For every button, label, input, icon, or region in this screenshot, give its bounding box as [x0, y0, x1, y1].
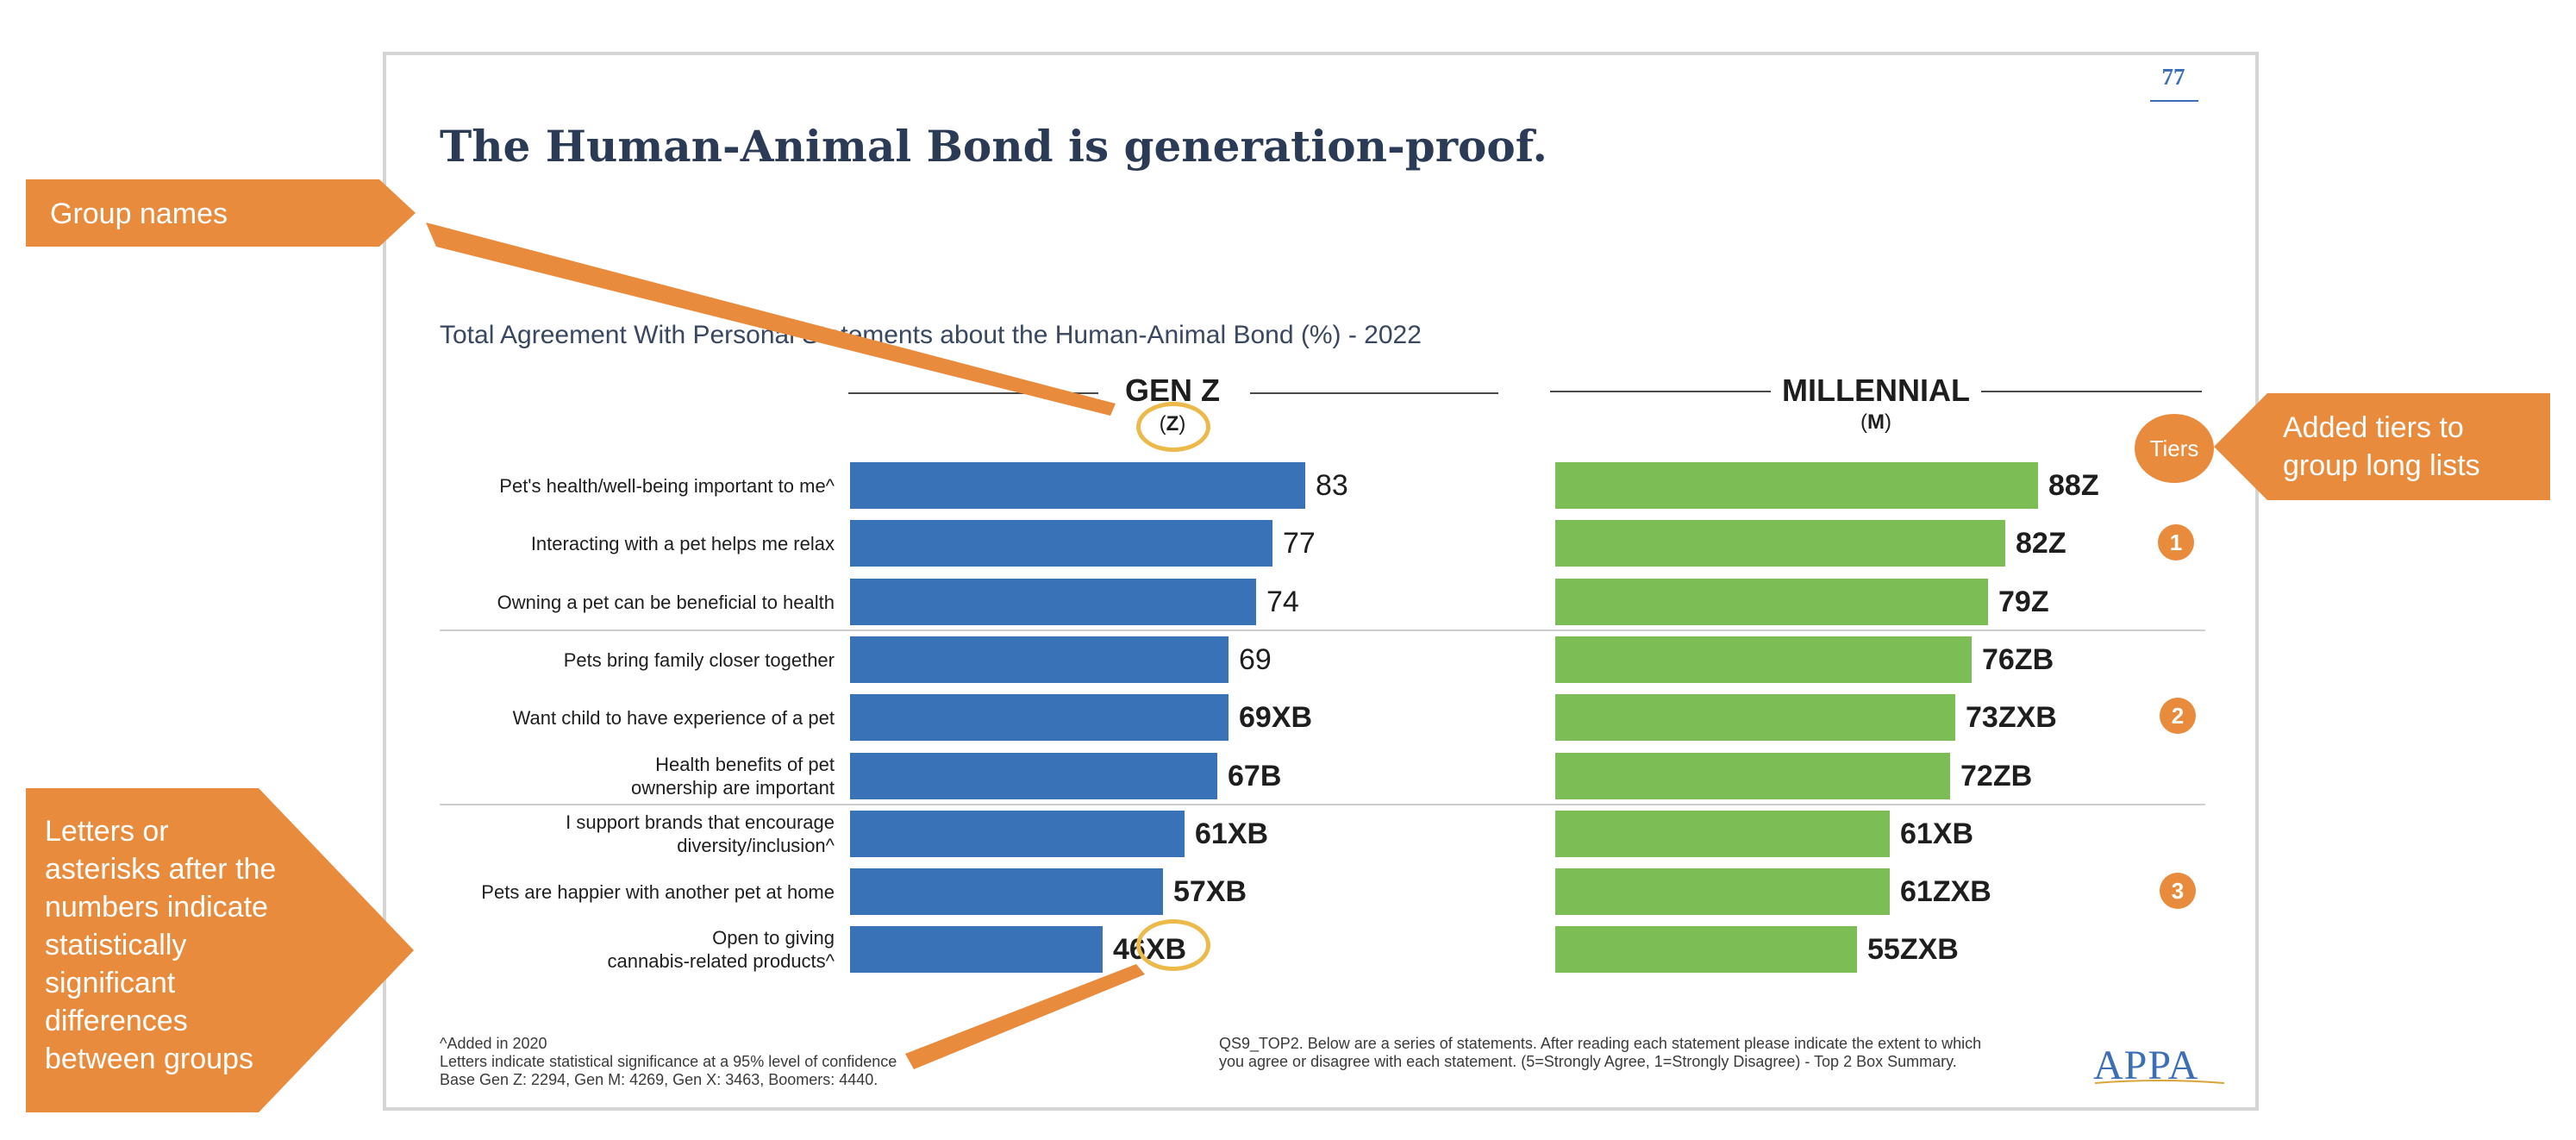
millennial-bar [1555, 462, 2038, 509]
millennial-bar [1555, 636, 1972, 683]
tier-badge-3: 3 [2160, 873, 2196, 909]
genz-value-label: 69 [1239, 643, 1272, 676]
chart-title: Total Agreement With Personal Statements… [440, 321, 1422, 349]
millennial-header-line-left [1550, 391, 1771, 392]
category-label: Pets bring family closer together [563, 649, 835, 671]
category-label: Owning a pet can be beneficial to health [497, 592, 835, 613]
genz-bar [850, 636, 1229, 683]
category-label: Interacting with a pet helps me relax [530, 533, 835, 554]
category-label: Pet's health/well-being important to me^ [499, 475, 835, 497]
genz-bar [850, 694, 1229, 741]
millennial-bar [1555, 926, 1857, 973]
tier-separator [440, 630, 2205, 631]
slide-title: The Human-Animal Bond is generation-proo… [440, 121, 1547, 172]
genz-bar [850, 811, 1185, 857]
genz-value-label: 77 [1283, 527, 1316, 560]
logo-swoosh [2095, 1080, 2224, 1084]
footnote-right: QS9_TOP2. Below are a series of statemen… [1219, 1035, 1982, 1070]
tiers-callout-text: Added tiers to group long lists [2283, 411, 2480, 482]
group-names-callout [26, 179, 416, 247]
footnote-left: ^Added in 2020 Letters indicate statisti… [440, 1035, 897, 1088]
genz-bar [850, 579, 1256, 625]
category-label: Want child to have experience of a pet [512, 707, 835, 729]
genz-bar [850, 753, 1217, 799]
millennial-value-label: 55ZXB [1867, 933, 1959, 966]
millennial-bar [1555, 868, 1890, 915]
millennial-header-line-right [1981, 391, 2202, 392]
tier-badge-2: 2 [2160, 698, 2196, 734]
millennial-value-label: 72ZB [1960, 760, 2033, 792]
millennial-value-label: 73ZXB [1966, 701, 2057, 734]
highlight-ring-group-letter [1136, 402, 1210, 452]
genz-header-line-right [1250, 392, 1498, 394]
genz-bar [850, 926, 1103, 973]
millennial-value-label: 79Z [1998, 586, 2049, 618]
genz-value-label: 61XB [1195, 817, 1269, 850]
page-number: 77 [2161, 64, 2185, 90]
genz-value-label: 69XB [1239, 701, 1313, 734]
tiers-callout [2214, 393, 2550, 500]
millennial-group-name: MILLENNIAL [1782, 373, 1970, 408]
millennial-bar [1555, 811, 1890, 857]
letters-callout-text: Letters or asterisks after the numbers i… [45, 815, 277, 1075]
genz-bar [850, 462, 1305, 509]
highlight-ring-significance [1136, 919, 1210, 971]
category-label: Pets are happier with another pet at hom… [481, 881, 835, 903]
tiers-circle: Tiers [2135, 414, 2214, 483]
millennial-value-label: 61ZXB [1900, 875, 1991, 908]
category-label: I support brands that encourage diversit… [566, 811, 835, 856]
tier-separator [440, 804, 2205, 805]
category-label: Health benefits of pet ownership are imp… [630, 754, 835, 799]
millennial-value-label: 61XB [1900, 817, 1974, 850]
tier-badge-1: 1 [2158, 524, 2194, 561]
millennial-bar [1555, 694, 1955, 741]
letters-arrow [905, 964, 1145, 1069]
millennial-bar [1555, 579, 1988, 625]
millennial-value-label: 76ZB [1982, 643, 2054, 676]
genz-header-line-left [848, 392, 1098, 394]
genz-value-label: 74 [1266, 586, 1299, 618]
genz-value-label: 57XB [1173, 875, 1247, 908]
genz-bar [850, 520, 1272, 567]
millennial-group-letter: (M) [1860, 410, 1891, 434]
genz-value-label: 83 [1316, 469, 1348, 502]
group-names-arrow [426, 222, 1116, 416]
millennial-bar [1555, 753, 1950, 799]
genz-value-label: 67B [1228, 760, 1282, 792]
millennial-value-label: 82Z [2016, 527, 2066, 560]
millennial-value-label: 88Z [2048, 469, 2099, 502]
millennial-bar [1555, 520, 2005, 567]
letters-callout [26, 788, 414, 1112]
page-number-underline [2150, 100, 2198, 102]
genz-bar [850, 868, 1163, 915]
category-label: Open to giving cannabis-related products… [607, 927, 835, 972]
group-names-callout-text: Group names [50, 197, 228, 230]
